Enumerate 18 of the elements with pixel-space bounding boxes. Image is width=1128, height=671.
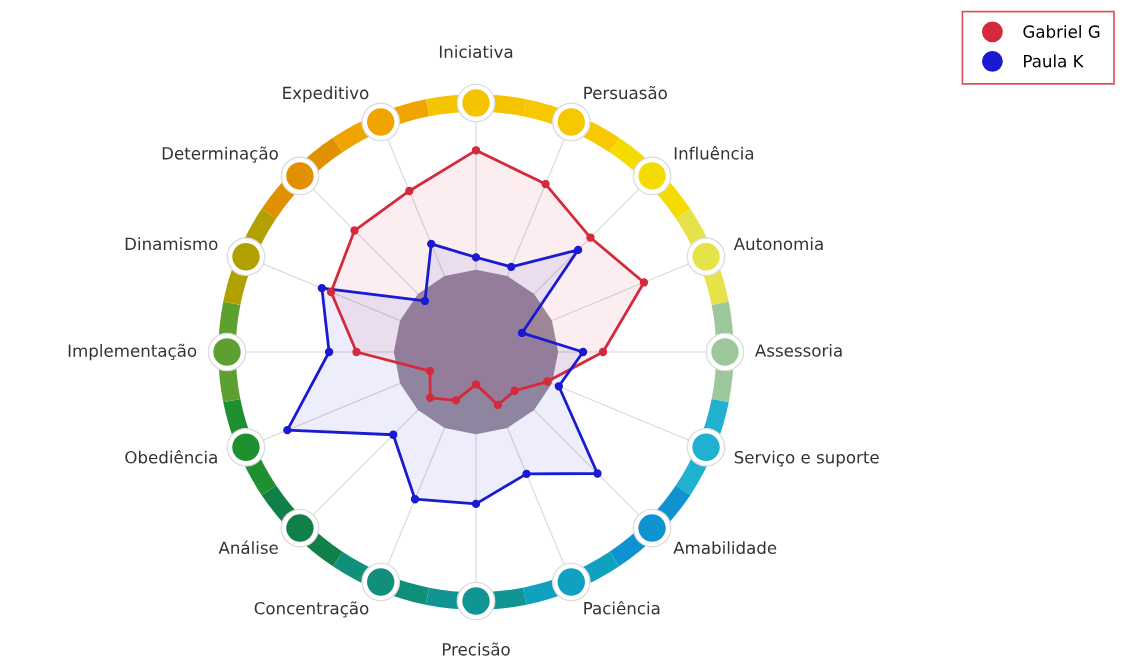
spoke-label: Análise <box>218 540 278 555</box>
spoke-label: Dinamismo <box>125 237 218 251</box>
spoke-label: Precisão <box>442 642 510 656</box>
spoke-label: Assessoria <box>755 343 842 357</box>
spoke-label: Expeditivo <box>283 86 369 103</box>
legend-label: Paula K <box>1024 54 1084 68</box>
spoke-label: Concentração <box>254 601 369 618</box>
spoke-label: Obediência <box>125 449 217 464</box>
spoke-label: Implementação <box>68 343 197 361</box>
spoke-label: Autonomia <box>733 237 823 251</box>
legend-label: Gabriel G <box>1023 25 1100 38</box>
spoke-label: Influência <box>674 146 754 160</box>
spoke-label: Iniciativa <box>439 45 513 59</box>
spoke-label: Amabilidade <box>673 541 777 555</box>
spoke-label: Paciência <box>584 600 660 615</box>
spoke-label: Persuasão <box>584 86 667 100</box>
spoke-label: Determinação <box>162 146 278 163</box>
spoke-label: Serviço e suporte <box>734 450 879 467</box>
